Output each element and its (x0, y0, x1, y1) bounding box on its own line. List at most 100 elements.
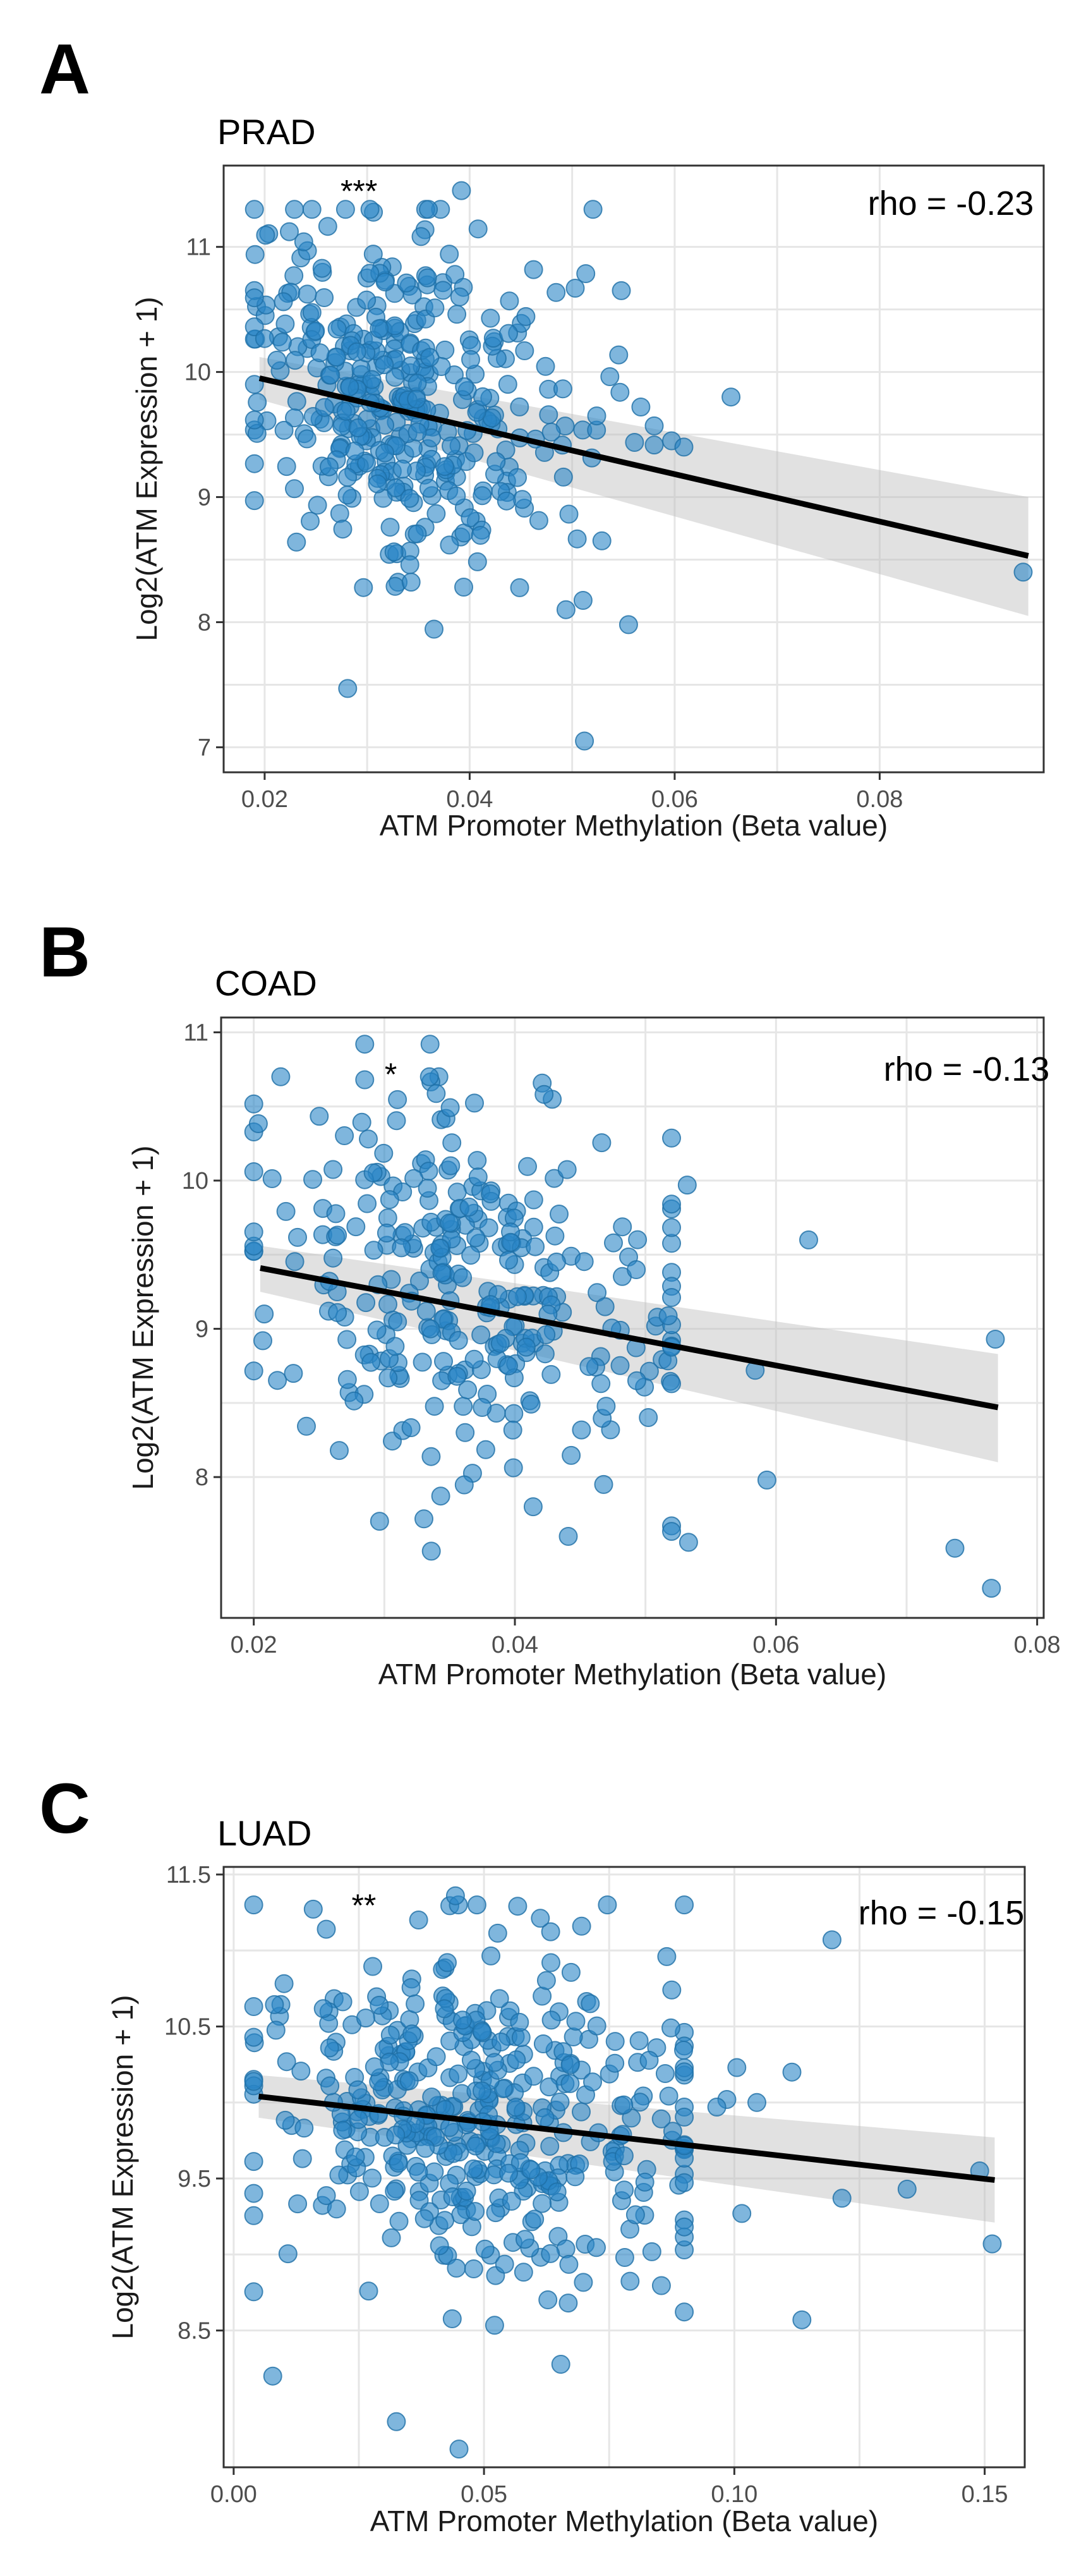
regression-line (260, 1265, 999, 1411)
data-point (662, 1234, 681, 1253)
data-point (588, 1283, 607, 1303)
data-point (661, 2018, 680, 2038)
data-point (575, 731, 594, 751)
data-point (410, 1272, 429, 1291)
data-point (536, 1325, 556, 1344)
data-point (510, 2012, 529, 2032)
data-point (782, 2062, 802, 2082)
data-point (293, 2149, 312, 2168)
data-point (370, 1512, 389, 1531)
data-point (355, 1070, 375, 1090)
data-point (393, 459, 412, 479)
data-point (587, 2238, 606, 2257)
data-point (675, 1895, 694, 1915)
data-point (541, 422, 561, 442)
x-tick-label: 0.04 (446, 786, 493, 813)
y-axis-label: Log2(ATM Expression + 1) (130, 297, 163, 641)
data-point (642, 2242, 661, 2261)
data-point (614, 2095, 634, 2115)
data-point (449, 1330, 468, 1350)
data-point (244, 410, 264, 430)
data-point (370, 2194, 389, 2213)
data-point (574, 1252, 594, 1272)
data-point (727, 2058, 747, 2077)
data-point (327, 348, 346, 367)
data-point (605, 2032, 625, 2051)
x-axis-label: ATM Promoter Methylation (Beta value) (370, 2505, 878, 2537)
data-point (440, 245, 459, 264)
data-point (315, 288, 334, 307)
data-point (675, 2107, 694, 2127)
data-point (244, 2206, 263, 2225)
data-point (471, 526, 490, 545)
data-point (409, 1911, 428, 1929)
data-point (401, 356, 421, 375)
data-point (361, 1352, 381, 1372)
data-point (533, 1986, 552, 2006)
data-point (467, 1895, 486, 1915)
data-point (501, 1232, 521, 1252)
data-point (1013, 562, 1033, 582)
data-point (367, 1320, 387, 1340)
data-point (612, 281, 631, 300)
data-point (244, 454, 264, 473)
data-point (321, 365, 341, 385)
data-point (581, 1994, 600, 2014)
data-point (536, 1971, 556, 1990)
data-point (244, 491, 264, 511)
y-tick-label: 8.5 (178, 2318, 211, 2345)
data-point (561, 1962, 581, 1982)
data-point (675, 2302, 694, 2322)
data-point (897, 2179, 917, 2199)
data-point (255, 1304, 274, 1324)
data-point (757, 1470, 776, 1490)
data-point (318, 217, 337, 236)
data-point (430, 2236, 449, 2256)
significance-marker: * (385, 1057, 397, 1092)
data-point (375, 272, 395, 292)
data-point (337, 1370, 357, 1389)
data-point (413, 1352, 432, 1372)
data-point (285, 1252, 305, 1272)
data-point (306, 321, 325, 341)
data-point (499, 324, 518, 343)
data-point (465, 1093, 484, 1113)
data-point (407, 524, 427, 544)
data-point (472, 2081, 492, 2101)
data-point (546, 1252, 566, 1272)
data-point (558, 1527, 578, 1546)
data-point (491, 2032, 510, 2051)
data-point (579, 1357, 599, 1376)
data-point (338, 468, 358, 487)
data-point (572, 1916, 591, 1936)
data-point (576, 264, 596, 283)
data-point (468, 1151, 487, 1170)
data-point (442, 1133, 462, 1153)
data-point (278, 2244, 298, 2264)
data-point (294, 232, 313, 252)
data-point (302, 200, 322, 219)
data-point (565, 279, 585, 298)
x-tick-label: 0.06 (651, 786, 698, 813)
y-tick-label: 9 (195, 1316, 208, 1343)
x-tick-label: 0.02 (241, 786, 288, 813)
data-point (297, 1416, 316, 1436)
data-point (572, 2102, 591, 2122)
data-point (426, 1084, 446, 1103)
data-point (346, 2148, 365, 2166)
data-point (663, 2122, 682, 2141)
data-point (363, 1163, 383, 1182)
data-point (533, 2194, 552, 2213)
data-point (454, 1475, 474, 1495)
data-point (550, 2092, 570, 2111)
data-point (363, 245, 383, 264)
data-point (345, 441, 365, 461)
data-point (508, 1897, 528, 1916)
data-point (516, 307, 536, 326)
data-point (526, 1237, 545, 1256)
data-point (380, 1190, 399, 1210)
data-point (573, 591, 593, 610)
data-point (401, 1418, 421, 1437)
data-point (409, 2163, 428, 2182)
data-point (323, 1248, 343, 1268)
